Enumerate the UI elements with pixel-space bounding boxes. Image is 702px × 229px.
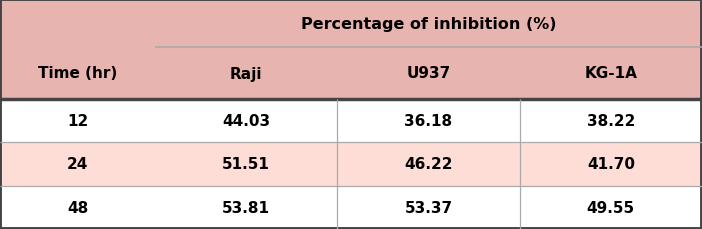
Text: 38.22: 38.22	[587, 114, 635, 129]
Text: 51.51: 51.51	[223, 157, 270, 172]
Text: U937: U937	[406, 66, 451, 81]
Text: 53.37: 53.37	[404, 200, 453, 215]
Text: 41.70: 41.70	[587, 157, 635, 172]
Bar	[0, 143, 702, 186]
Text: 36.18: 36.18	[404, 114, 453, 129]
Text: 24: 24	[67, 157, 88, 172]
Bar	[0, 0, 702, 100]
Bar	[0, 186, 702, 229]
Text: KG-1A: KG-1A	[584, 66, 637, 81]
Text: Time (hr): Time (hr)	[38, 66, 117, 81]
Text: 46.22: 46.22	[404, 157, 453, 172]
Text: 53.81: 53.81	[222, 200, 270, 215]
Bar	[0, 100, 702, 143]
Text: Percentage of inhibition (%): Percentage of inhibition (%)	[300, 16, 556, 31]
Text: 48: 48	[67, 200, 88, 215]
Text: 44.03: 44.03	[222, 114, 270, 129]
Text: 49.55: 49.55	[587, 200, 635, 215]
Text: Raji: Raji	[230, 66, 263, 81]
Text: 12: 12	[67, 114, 88, 129]
